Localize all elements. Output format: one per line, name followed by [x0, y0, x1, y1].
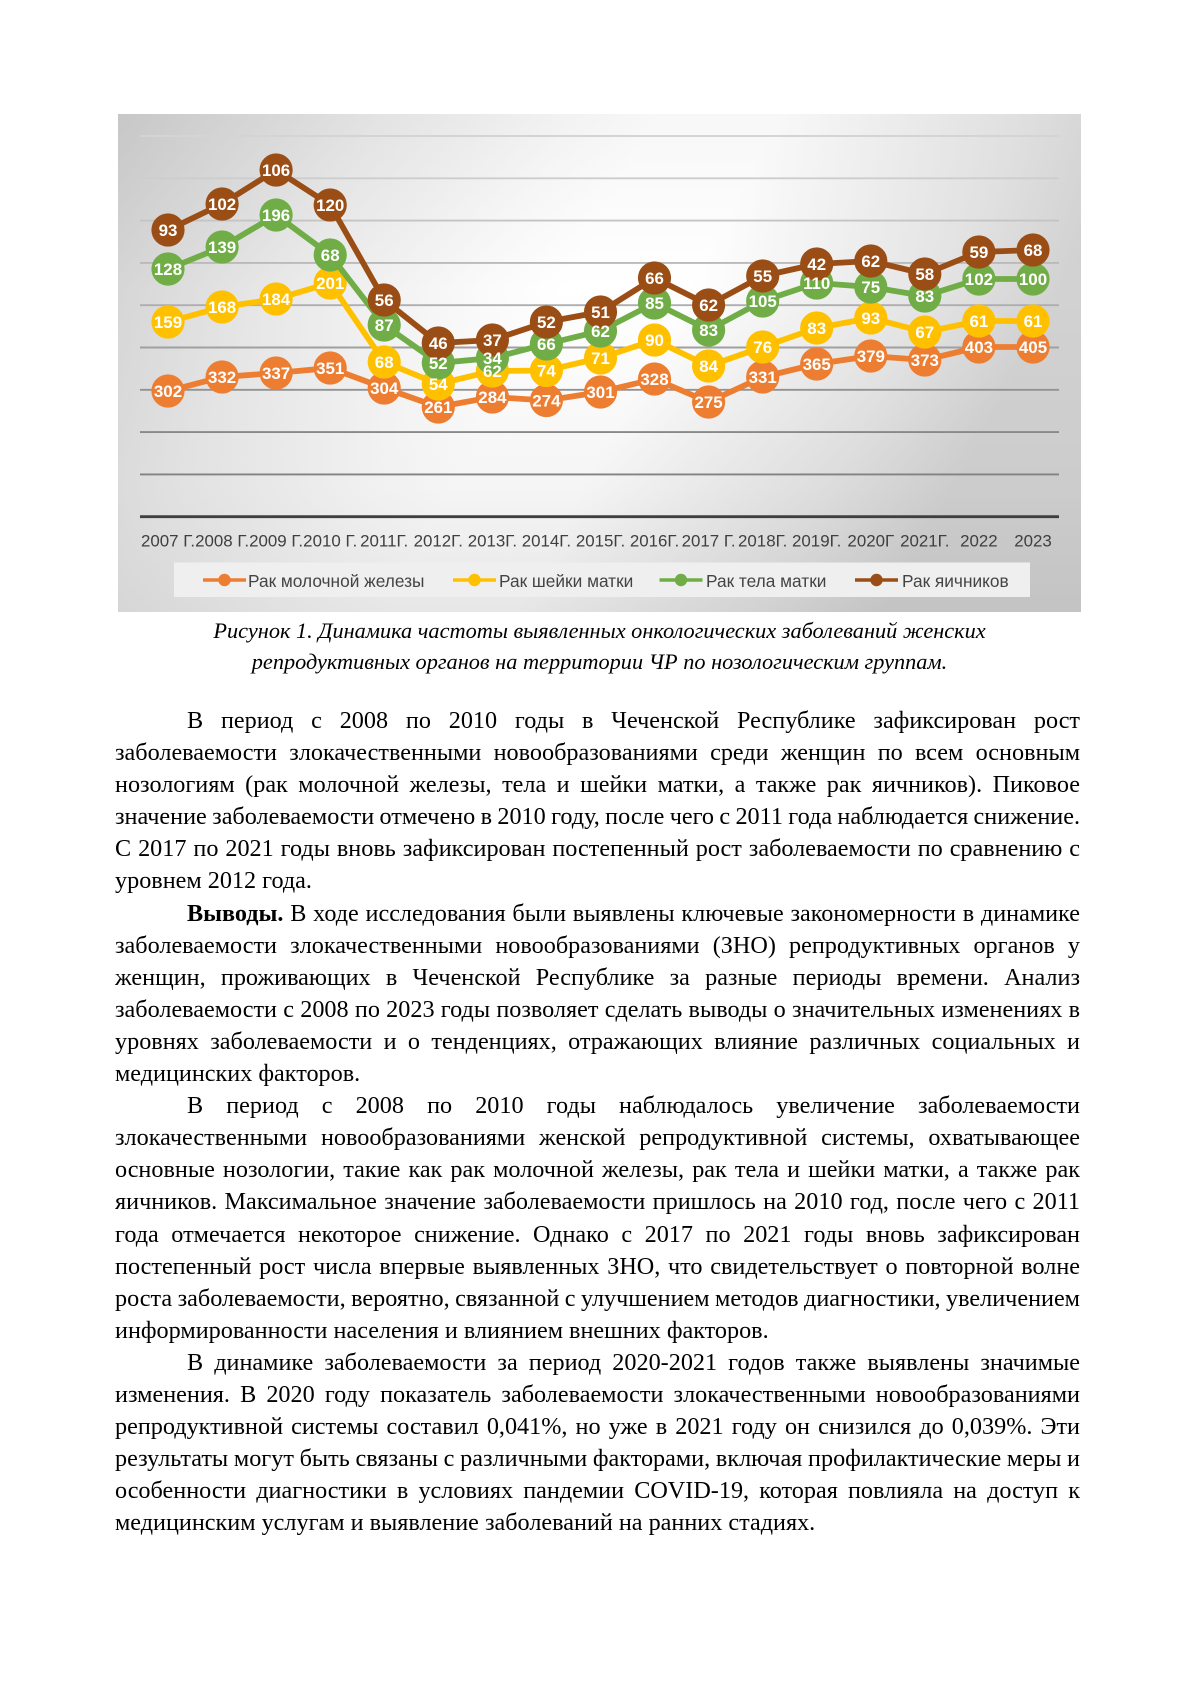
svg-text:74: 74 [537, 362, 556, 381]
svg-text:68: 68 [375, 353, 394, 372]
svg-text:365: 365 [803, 355, 831, 374]
svg-text:62: 62 [699, 296, 718, 315]
svg-text:100: 100 [1019, 270, 1047, 289]
svg-text:403: 403 [965, 338, 993, 357]
svg-text:93: 93 [861, 309, 880, 328]
svg-text:2023: 2023 [1014, 531, 1052, 550]
svg-text:328: 328 [640, 370, 668, 389]
svg-text:67: 67 [915, 323, 934, 342]
svg-text:2007 Г.: 2007 Г. [141, 531, 195, 550]
svg-text:102: 102 [208, 195, 236, 214]
svg-text:2013Г.: 2013Г. [468, 531, 517, 550]
svg-text:284: 284 [478, 388, 507, 407]
svg-text:2019Г.: 2019Г. [792, 531, 841, 550]
svg-text:71: 71 [591, 349, 610, 368]
svg-text:66: 66 [645, 269, 664, 288]
svg-text:75: 75 [861, 278, 880, 297]
svg-text:331: 331 [749, 368, 777, 387]
svg-text:302: 302 [154, 382, 182, 401]
svg-text:2022: 2022 [960, 531, 998, 550]
svg-text:2020Г: 2020Г [847, 531, 894, 550]
svg-text:2009 Г.: 2009 Г. [249, 531, 303, 550]
svg-text:128: 128 [154, 260, 182, 279]
svg-text:83: 83 [699, 321, 718, 340]
svg-text:62: 62 [591, 322, 610, 341]
svg-text:110: 110 [803, 274, 830, 293]
svg-text:68: 68 [321, 246, 340, 265]
svg-text:196: 196 [262, 206, 290, 225]
svg-text:62: 62 [483, 362, 502, 381]
svg-text:120: 120 [316, 196, 344, 215]
svg-text:84: 84 [699, 357, 718, 376]
svg-text:379: 379 [857, 347, 885, 366]
svg-text:37: 37 [483, 331, 502, 350]
svg-text:34: 34 [483, 349, 502, 368]
svg-text:2008 Г.: 2008 Г. [195, 531, 249, 550]
svg-text:304: 304 [370, 379, 399, 398]
svg-text:184: 184 [262, 290, 291, 309]
svg-text:274: 274 [532, 392, 561, 411]
svg-text:52: 52 [537, 313, 556, 332]
svg-text:201: 201 [316, 274, 344, 293]
svg-text:332: 332 [208, 368, 236, 387]
svg-text:261: 261 [424, 398, 452, 417]
svg-text:59: 59 [970, 243, 989, 262]
svg-text:68: 68 [1024, 241, 1043, 260]
svg-text:301: 301 [586, 383, 614, 402]
svg-text:373: 373 [911, 351, 939, 370]
svg-text:76: 76 [753, 338, 772, 357]
svg-text:2021Г.: 2021Г. [900, 531, 949, 550]
svg-text:61: 61 [1024, 312, 1043, 331]
svg-text:46: 46 [429, 334, 448, 353]
svg-text:42: 42 [807, 255, 826, 274]
svg-text:102: 102 [965, 270, 993, 289]
svg-text:2014Г.: 2014Г. [522, 531, 571, 550]
svg-text:52: 52 [429, 354, 448, 373]
svg-text:90: 90 [645, 331, 664, 350]
svg-text:106: 106 [262, 161, 290, 180]
svg-text:51: 51 [591, 303, 610, 322]
svg-text:93: 93 [159, 221, 178, 240]
svg-text:58: 58 [915, 265, 934, 284]
svg-text:2011Г.: 2011Г. [360, 531, 408, 550]
svg-text:2016Г.: 2016Г. [630, 531, 679, 550]
svg-text:Рак яичников: Рак яичников [902, 571, 1009, 591]
svg-text:Рак молочной железы: Рак молочной железы [248, 571, 424, 591]
svg-text:55: 55 [753, 267, 772, 286]
svg-text:139: 139 [208, 238, 236, 257]
svg-text:83: 83 [915, 287, 934, 306]
svg-text:105: 105 [749, 292, 777, 311]
svg-text:Рак тела матки: Рак тела матки [706, 571, 826, 591]
svg-text:159: 159 [154, 313, 182, 332]
svg-text:61: 61 [970, 312, 989, 331]
svg-text:2015Г.: 2015Г. [576, 531, 625, 550]
svg-text:54: 54 [429, 375, 448, 394]
svg-text:2010 Г.: 2010 Г. [303, 531, 357, 550]
svg-text:405: 405 [1019, 338, 1047, 357]
svg-text:351: 351 [316, 359, 344, 378]
svg-text:337: 337 [262, 364, 290, 383]
svg-text:2017 Г.: 2017 Г. [682, 531, 736, 550]
svg-text:2012Г.: 2012Г. [414, 531, 463, 550]
svg-text:87: 87 [375, 316, 394, 335]
svg-text:83: 83 [807, 319, 826, 338]
svg-text:Рак шейки матки: Рак шейки матки [499, 571, 633, 591]
svg-text:56: 56 [375, 291, 394, 310]
svg-text:66: 66 [537, 335, 556, 354]
svg-text:2018Г.: 2018Г. [738, 531, 787, 550]
svg-text:275: 275 [695, 393, 723, 412]
svg-text:168: 168 [208, 298, 236, 317]
svg-text:85: 85 [645, 294, 664, 313]
svg-text:62: 62 [861, 252, 880, 271]
